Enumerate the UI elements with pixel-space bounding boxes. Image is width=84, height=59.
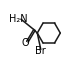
Text: O: O — [21, 38, 29, 48]
Text: H₂N: H₂N — [9, 14, 28, 24]
Text: Br: Br — [35, 46, 45, 56]
